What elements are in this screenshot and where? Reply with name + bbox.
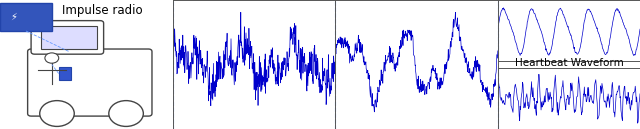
Bar <box>59 67 71 80</box>
FancyBboxPatch shape <box>28 49 152 116</box>
Title: Heartbeat Waveform: Heartbeat Waveform <box>515 58 623 68</box>
Bar <box>0 3 52 31</box>
Text: ⚡: ⚡ <box>10 12 17 22</box>
FancyBboxPatch shape <box>31 21 104 54</box>
Circle shape <box>40 101 74 126</box>
Polygon shape <box>42 26 97 49</box>
Circle shape <box>45 53 59 63</box>
Circle shape <box>109 101 143 126</box>
Text: Impulse radio: Impulse radio <box>62 4 143 17</box>
